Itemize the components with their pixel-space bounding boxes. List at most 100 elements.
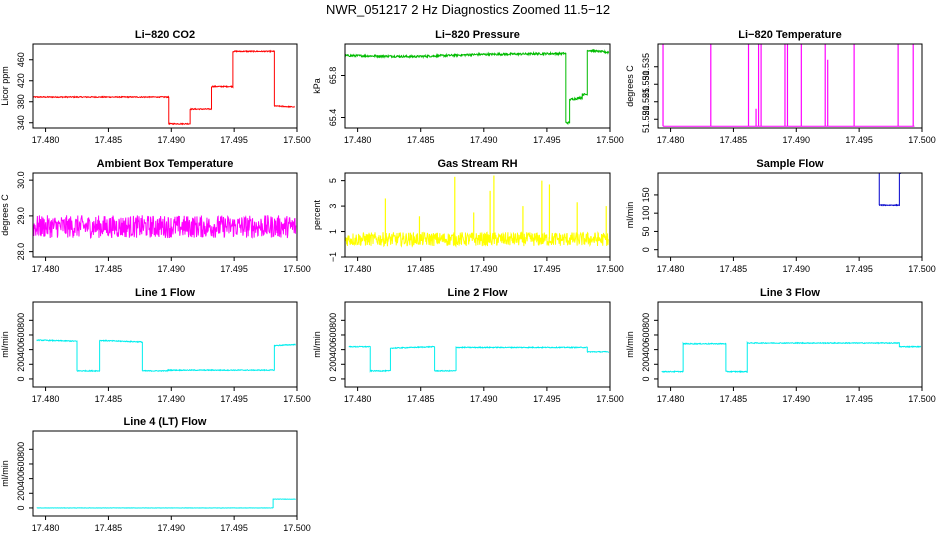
chart-panel-8: Line 2 Flow ml/min 17.480 17.485 17.490 17.49…: [312, 287, 624, 404]
x-tick-label: 17.485: [720, 264, 748, 274]
x-tick-label: 17.495: [845, 394, 873, 404]
series-line: [33, 215, 297, 239]
x-tick-label: 17.495: [220, 135, 248, 145]
series-line: [345, 231, 610, 248]
x-tick-label: 17.495: [533, 135, 561, 145]
chart-panel-6: Sample Flow ml/min 17.480 17.485 17.490 17.49…: [625, 158, 936, 274]
x-tick-label: 17.480: [32, 135, 60, 145]
y-tick-label: 800: [16, 442, 26, 457]
series-line: [878, 173, 902, 207]
y-tick-label: 800: [16, 313, 26, 328]
x-tick-label: 17.490: [158, 523, 186, 533]
chart-title: Li−820 CO2: [135, 29, 195, 41]
x-tick-label: 17.490: [783, 264, 811, 274]
y-tick-label: 420: [16, 73, 26, 88]
x-tick-label: 17.485: [95, 394, 123, 404]
x-tick-label: 17.480: [657, 394, 685, 404]
x-tick-label: 17.490: [470, 264, 498, 274]
plot-frame: [344, 301, 611, 388]
y-axis-label: ml/min: [312, 331, 322, 358]
y-tick-label: 5: [328, 178, 338, 183]
y-tick-label: 3: [328, 204, 338, 209]
chart-title: Sample Flow: [756, 158, 824, 170]
x-tick-label: 17.500: [596, 394, 624, 404]
x-tick-label: 17.495: [220, 264, 248, 274]
x-tick-label: 17.485: [720, 394, 748, 404]
x-tick-label: 17.490: [470, 394, 498, 404]
x-tick-label: 17.480: [344, 264, 372, 274]
x-tick-label: 17.485: [95, 264, 123, 274]
series-line: [36, 339, 296, 373]
plot-frame: [657, 301, 923, 388]
x-tick-label: 17.485: [407, 264, 435, 274]
y-axis-label: kPa: [312, 78, 322, 94]
y-tick-label: 400: [328, 342, 338, 357]
figure-title: NWR_051217 2 Hz Diagnostics Zoomed 11.5−…: [326, 2, 610, 17]
x-tick-label: 17.480: [657, 135, 685, 145]
x-tick-label: 17.480: [344, 394, 372, 404]
data-layer: [33, 215, 297, 239]
y-axis-label: Licor ppm: [0, 66, 10, 106]
plot-frame: [344, 172, 611, 258]
series-line: [345, 48, 610, 126]
x-tick-label: 17.500: [283, 523, 311, 533]
chart-title: Line 1 Flow: [135, 287, 195, 299]
y-tick-label: 0: [16, 376, 26, 381]
y-axis-label: ml/min: [0, 460, 10, 487]
y-tick-label: −1: [328, 252, 338, 262]
chart-title: Gas Stream RH: [437, 158, 517, 170]
y-tick-label: 51.530: [641, 70, 651, 98]
x-tick-label: 17.500: [908, 264, 936, 274]
y-axis-label: degrees C: [625, 65, 635, 107]
x-tick-label: 17.500: [283, 264, 311, 274]
y-tick-label: 400: [641, 342, 651, 357]
chart-title: Li−820 Pressure: [435, 29, 520, 41]
chart-title: Line 4 (LT) Flow: [124, 416, 207, 428]
y-tick-label: 28.0: [16, 243, 26, 261]
y-tick-label: 65.4: [328, 109, 338, 127]
y-tick-label: 200: [16, 357, 26, 372]
series-line: [661, 340, 922, 374]
x-tick-label: 17.485: [407, 135, 435, 145]
x-tick-label: 17.490: [470, 135, 498, 145]
y-tick-label: 51.520: [641, 105, 651, 133]
data-layer: [36, 339, 296, 373]
y-tick-label: 200: [641, 357, 651, 372]
data-layer: [878, 173, 902, 207]
y-tick-label: 400: [16, 342, 26, 357]
data-layer: [33, 49, 295, 126]
x-tick-label: 17.500: [908, 394, 936, 404]
data-layer: [36, 498, 296, 509]
data-layer: [345, 175, 610, 248]
y-tick-label: 400: [16, 471, 26, 486]
x-tick-label: 17.490: [158, 394, 186, 404]
y-axis-label: percent: [312, 199, 322, 230]
y-tick-label: 51.535: [641, 53, 651, 81]
x-tick-label: 17.480: [344, 135, 372, 145]
chart-panel-1: Li−820 CO2 Licor ppm 17.480 17.485 17.490 17.…: [0, 29, 311, 145]
plot-frame: [32, 430, 298, 517]
x-tick-label: 17.485: [95, 135, 123, 145]
y-tick-label: 29.0: [16, 207, 26, 225]
data-layer: [662, 44, 915, 127]
chart-title: Line 2 Flow: [448, 287, 508, 299]
chart-panel-9: Line 3 Flow ml/min 17.480 17.485 17.490 17.49…: [625, 287, 936, 404]
chart-title: Ambient Box Temperature: [97, 158, 234, 170]
y-tick-label: 200: [328, 357, 338, 372]
y-tick-label: 51.525: [641, 88, 651, 116]
y-axis-label: ml/min: [0, 331, 10, 358]
x-tick-label: 17.490: [783, 394, 811, 404]
x-tick-label: 17.495: [220, 394, 248, 404]
plot-frame: [344, 43, 611, 129]
x-tick-label: 17.480: [32, 264, 60, 274]
y-axis-label: degrees C: [0, 194, 10, 236]
y-tick-label: 0: [328, 376, 338, 381]
y-tick-label: 30.0: [16, 171, 26, 189]
y-tick-label: 340: [16, 115, 26, 130]
x-tick-label: 17.485: [95, 523, 123, 533]
y-tick-label: 65.8: [328, 67, 338, 85]
chart-title: Line 3 Flow: [760, 287, 820, 299]
y-tick-label: 150: [641, 187, 651, 202]
x-tick-label: 17.495: [533, 264, 561, 274]
